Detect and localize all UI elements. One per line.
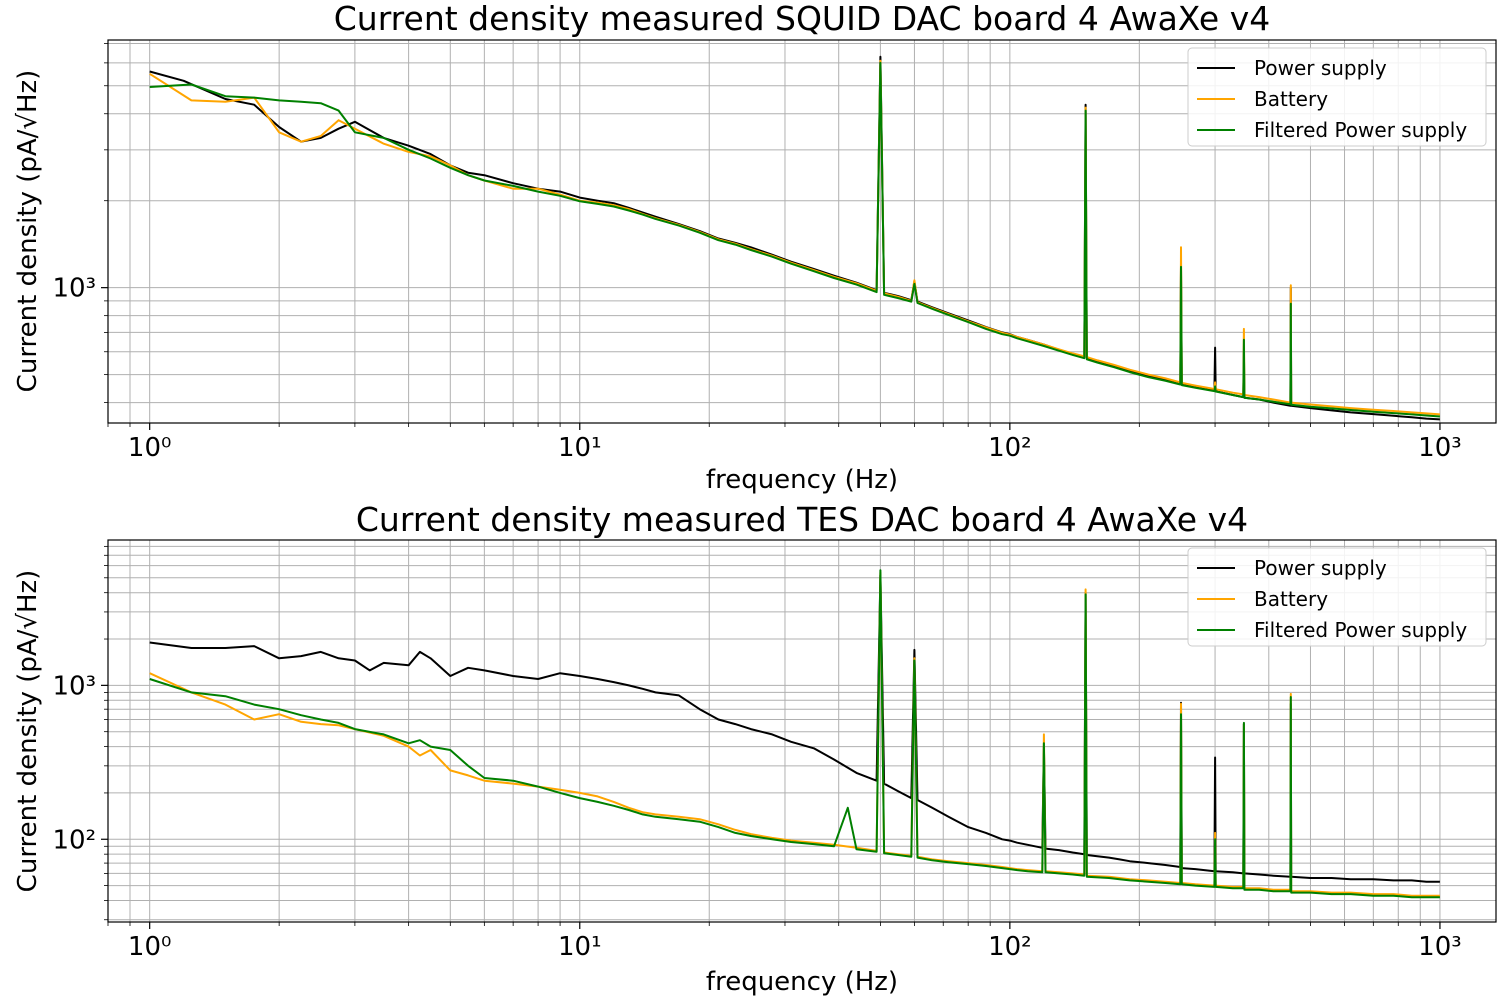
plot-frame bbox=[107, 39, 1497, 424]
x-tick-label: 10¹ bbox=[558, 932, 602, 962]
y-ticks: 10² 10³ bbox=[52, 545, 108, 921]
chart-panel-tes: Current density measured TES DAC board 4… bbox=[13, 500, 1497, 997]
chart-title: Current density measured TES DAC board 4… bbox=[356, 500, 1248, 539]
y-axis-label: Current density (pA/√Hz) bbox=[13, 570, 43, 893]
legend-label: Filtered Power supply bbox=[1254, 618, 1467, 642]
x-ticks: 10⁰ 10¹ 10² 10³ bbox=[107, 922, 1462, 962]
x-ticks: 10⁰ 10¹ 10² 10³ bbox=[107, 423, 1462, 463]
legend-label: Battery bbox=[1254, 87, 1328, 111]
y-axis-label: Current density (pA/√Hz) bbox=[13, 70, 43, 393]
series-line-filtered-power-supply bbox=[149, 61, 1440, 418]
legend-label: Filtered Power supply bbox=[1254, 118, 1467, 142]
series-line-filtered-power-supply bbox=[149, 569, 1440, 899]
y-tick-label: 10² bbox=[52, 825, 96, 855]
legend-label: Power supply bbox=[1254, 556, 1387, 580]
y-tick-label: 10³ bbox=[52, 671, 96, 701]
x-tick-label: 10³ bbox=[1418, 932, 1462, 962]
legend-box bbox=[1187, 547, 1487, 647]
y-tick-label: 10³ bbox=[52, 274, 96, 304]
x-tick-label: 10⁰ bbox=[128, 433, 172, 463]
legend-label: Power supply bbox=[1254, 56, 1387, 80]
legend-box bbox=[1187, 47, 1487, 147]
y-ticks: 10³ bbox=[52, 43, 108, 404]
legend: Power supply Battery Filtered Power supply bbox=[1187, 47, 1487, 147]
x-axis-label: frequency (Hz) bbox=[706, 967, 898, 997]
x-tick-label: 10³ bbox=[1418, 433, 1462, 463]
chart-title: Current density measured SQUID DAC board… bbox=[334, 0, 1271, 38]
chart-panel-squid: Current density measured SQUID DAC board… bbox=[13, 0, 1497, 495]
x-axis-label: frequency (Hz) bbox=[706, 465, 898, 495]
plot-frame bbox=[107, 539, 1497, 923]
series-group bbox=[149, 569, 1440, 899]
x-tick-label: 10⁰ bbox=[128, 932, 172, 962]
series-group bbox=[149, 55, 1440, 421]
x-tick-label: 10¹ bbox=[558, 433, 602, 463]
x-tick-label: 10² bbox=[988, 433, 1032, 463]
legend: Power supply Battery Filtered Power supply bbox=[1187, 547, 1487, 647]
legend-label: Battery bbox=[1254, 587, 1328, 611]
grid bbox=[107, 540, 1496, 922]
x-tick-label: 10² bbox=[988, 932, 1032, 962]
